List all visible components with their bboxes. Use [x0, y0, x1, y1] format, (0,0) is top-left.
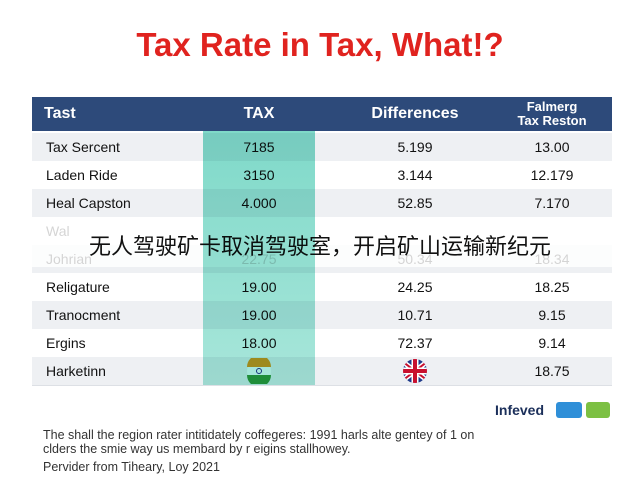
cell-diff: 10.71: [397, 307, 433, 323]
title: Tax Rate in Tax, What!?: [136, 26, 504, 63]
header-cell: Tast: [44, 105, 76, 122]
tax-column-highlight: [203, 131, 315, 385]
cell-diff: 5.199: [397, 139, 433, 155]
row-label: Laden Ride: [46, 167, 118, 183]
table-header: Tast TAX Differences Falmerg Tax Reston: [32, 97, 612, 131]
footer-text: clders the smie way us membard by r eigi…: [43, 442, 351, 456]
row-label: Religature: [46, 279, 110, 295]
table-row: Ergins18.0072.379.14: [32, 329, 612, 358]
row-label: Harketinn: [46, 363, 106, 379]
header-cell: TAX: [243, 105, 275, 122]
row-label: Tax Sercent: [46, 139, 120, 155]
table-row: Tranocment19.0010.719.15: [32, 301, 612, 330]
table-row: Harketinn 18.75: [32, 357, 612, 386]
cell-reston: 12.179: [530, 167, 574, 183]
cell-reston: 13.00: [534, 139, 570, 155]
cell-reston: 9.14: [538, 335, 566, 351]
cell-diff: 52.85: [397, 195, 433, 211]
cell-reston: 9.15: [538, 307, 566, 323]
banner: 无人驾驶矿卡取消驾驶室，开启矿山运输新纪元: [0, 223, 640, 267]
logo-badges: [556, 402, 610, 418]
cell-diff: 24.25: [397, 279, 433, 295]
row-label: Heal Capston: [46, 195, 131, 211]
flag-icon: [345, 357, 485, 385]
cell-diff: 72.37: [397, 335, 433, 351]
footer-text: The shall the region rater intitidately …: [43, 428, 475, 442]
table-row: Heal Capston4.00052.857.170: [32, 189, 612, 218]
header-cell: Falmerg Tax Reston: [517, 99, 587, 128]
cell-reston: 18.75: [534, 363, 570, 379]
row-label: Ergins: [46, 335, 86, 351]
cell-diff: 3.144: [397, 167, 433, 183]
header-cell: Differences: [371, 105, 459, 122]
cell-reston: 18.25: [534, 279, 570, 295]
logo: Infeved: [495, 402, 545, 418]
cell-reston: 7.170: [534, 195, 570, 211]
row-label: Tranocment: [46, 307, 121, 323]
footer-source: Pervider from Tiheary, Loy 2021: [43, 460, 220, 474]
